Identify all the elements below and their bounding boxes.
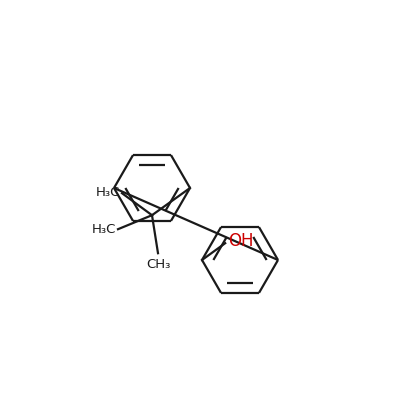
Text: H₃C: H₃C	[96, 186, 120, 199]
Text: CH₃: CH₃	[146, 258, 170, 271]
Text: H₃C: H₃C	[92, 223, 116, 236]
Text: OH: OH	[228, 232, 254, 250]
